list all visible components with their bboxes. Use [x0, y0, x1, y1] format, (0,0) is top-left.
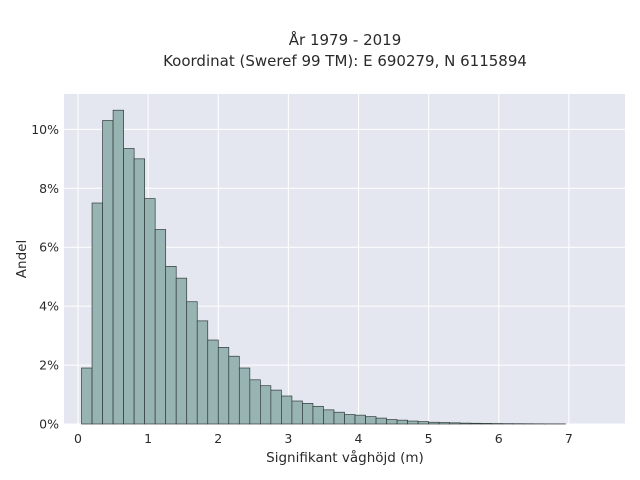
x-tick-label: 4 [355, 431, 363, 446]
histogram-bar [133, 158, 145, 425]
histogram-bar [480, 423, 493, 425]
y-tick-label: 6% [39, 240, 59, 255]
y-tick-label: 4% [39, 299, 59, 314]
histogram-bar [407, 420, 419, 425]
histogram-bar [281, 395, 293, 425]
histogram-bar [112, 109, 124, 425]
histogram-bar [333, 411, 345, 425]
bars [81, 109, 566, 425]
y-tick-label: 0% [39, 417, 59, 432]
x-tick-label: 3 [284, 431, 292, 446]
histogram-bar [375, 417, 387, 425]
histogram-bar [186, 301, 198, 425]
histogram-bar [365, 416, 377, 425]
y-tick-label: 10% [31, 122, 59, 137]
x-tick-label: 6 [495, 431, 503, 446]
histogram-bar [91, 202, 103, 425]
histogram-bar [438, 422, 451, 425]
histogram-bar [291, 400, 303, 425]
histogram-bar [470, 422, 482, 425]
histogram-bar [260, 385, 272, 425]
y-axis-label: Andel [14, 240, 30, 278]
histogram-bar [396, 419, 408, 425]
histogram-bar [175, 277, 188, 425]
histogram-bar [249, 379, 261, 425]
histogram-bar [417, 421, 430, 425]
histogram-bar [207, 339, 219, 425]
x-axis-ticks: 0 1 2 3 4 5 6 7 [74, 431, 573, 446]
x-tick-label: 0 [74, 431, 82, 446]
histogram-bar [81, 367, 93, 425]
chart-title-line-2: Koordinat (Sweref 99 TM): E 690279, N 61… [163, 52, 527, 70]
histogram-bar [449, 422, 461, 425]
histogram-bar [144, 198, 156, 425]
y-axis-ticks: 0% 2% 4% 6% 8% 10% [31, 122, 59, 432]
x-tick-label: 1 [144, 431, 152, 446]
histogram-bar [154, 229, 167, 425]
x-tick-label: 2 [214, 431, 222, 446]
histogram-bar [238, 367, 251, 425]
x-axis-label: Signifikant våghöjd (m) [266, 449, 424, 466]
histogram-bar [354, 414, 366, 425]
histogram-bar [102, 120, 114, 425]
x-tick-label: 7 [565, 431, 573, 446]
histogram-bar [344, 414, 356, 425]
histogram-bar [312, 405, 324, 425]
histogram-bar [165, 266, 177, 425]
x-tick-label: 5 [425, 431, 433, 446]
histogram-bar [428, 421, 440, 425]
histogram-bar [123, 148, 135, 425]
histogram-bar [323, 409, 335, 425]
histogram-bar [217, 347, 230, 425]
chart-title-line-1: År 1979 - 2019 [289, 30, 402, 49]
histogram-bar [196, 320, 209, 425]
histogram-bar [386, 419, 398, 425]
histogram-bar [459, 422, 472, 425]
histogram-bar [302, 403, 314, 425]
y-tick-label: 8% [39, 181, 59, 196]
histogram-bar [270, 389, 282, 425]
y-tick-label: 2% [39, 358, 59, 373]
histogram-bar [228, 355, 240, 425]
